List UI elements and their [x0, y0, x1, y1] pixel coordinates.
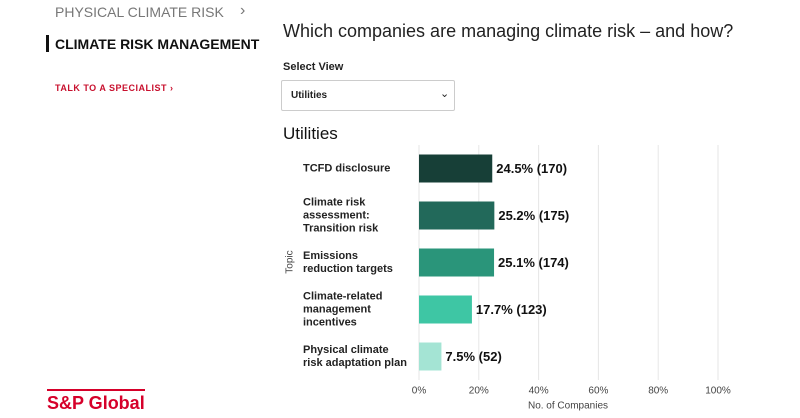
x-tick-label: 80% — [648, 386, 668, 397]
nav-link-active[interactable]: CLIMATE RISK MANAGEMENT — [55, 36, 260, 52]
active-indicator — [46, 35, 49, 52]
value-label: 24.5% (170) — [496, 161, 567, 176]
bar — [419, 154, 493, 183]
value-label: 7.5% (52) — [445, 349, 501, 364]
chevron-icon: › — [240, 2, 246, 19]
value-label: 25.1% (174) — [498, 255, 569, 270]
bar — [419, 342, 442, 371]
value-label: 25.2% (175) — [498, 208, 569, 223]
category-label: Emissions reduction targets — [303, 249, 393, 275]
x-tick-label: 20% — [469, 386, 489, 397]
x-tick-label: 0% — [412, 386, 427, 397]
category-label: Climate risk assessment: Transition risk — [303, 196, 379, 234]
x-tick-label: 100% — [705, 386, 731, 397]
nav-link[interactable]: PHYSICAL CLIMATE RISK — [55, 4, 224, 20]
chart-title: Utilities — [283, 124, 338, 143]
logo-rule — [47, 389, 145, 391]
category-label: TCFD disclosure — [303, 162, 391, 174]
page-heading: Which companies are managing climate ris… — [283, 21, 734, 41]
x-tick-label: 60% — [588, 386, 608, 397]
select-dropdown[interactable]: Utilities ⌄ — [281, 80, 455, 111]
select-value: Utilities — [291, 90, 328, 101]
select-label: Select View — [283, 61, 344, 73]
category-label: Physical climate risk adaptation plan — [303, 343, 407, 369]
cta-link[interactable]: TALK TO A SPECIALIST › — [55, 83, 174, 93]
logo: S&P Global — [47, 393, 145, 413]
bar — [419, 248, 495, 277]
bar — [419, 295, 472, 324]
category-label: Climate-related management incentives — [303, 290, 383, 328]
x-tick-label: 40% — [529, 386, 549, 397]
x-axis-label: No. of Companies — [528, 401, 608, 412]
chevron-icon: ⌄ — [440, 88, 450, 100]
y-axis-label: Topic — [285, 250, 296, 273]
value-label: 17.7% (123) — [476, 302, 547, 317]
bar — [419, 201, 495, 230]
